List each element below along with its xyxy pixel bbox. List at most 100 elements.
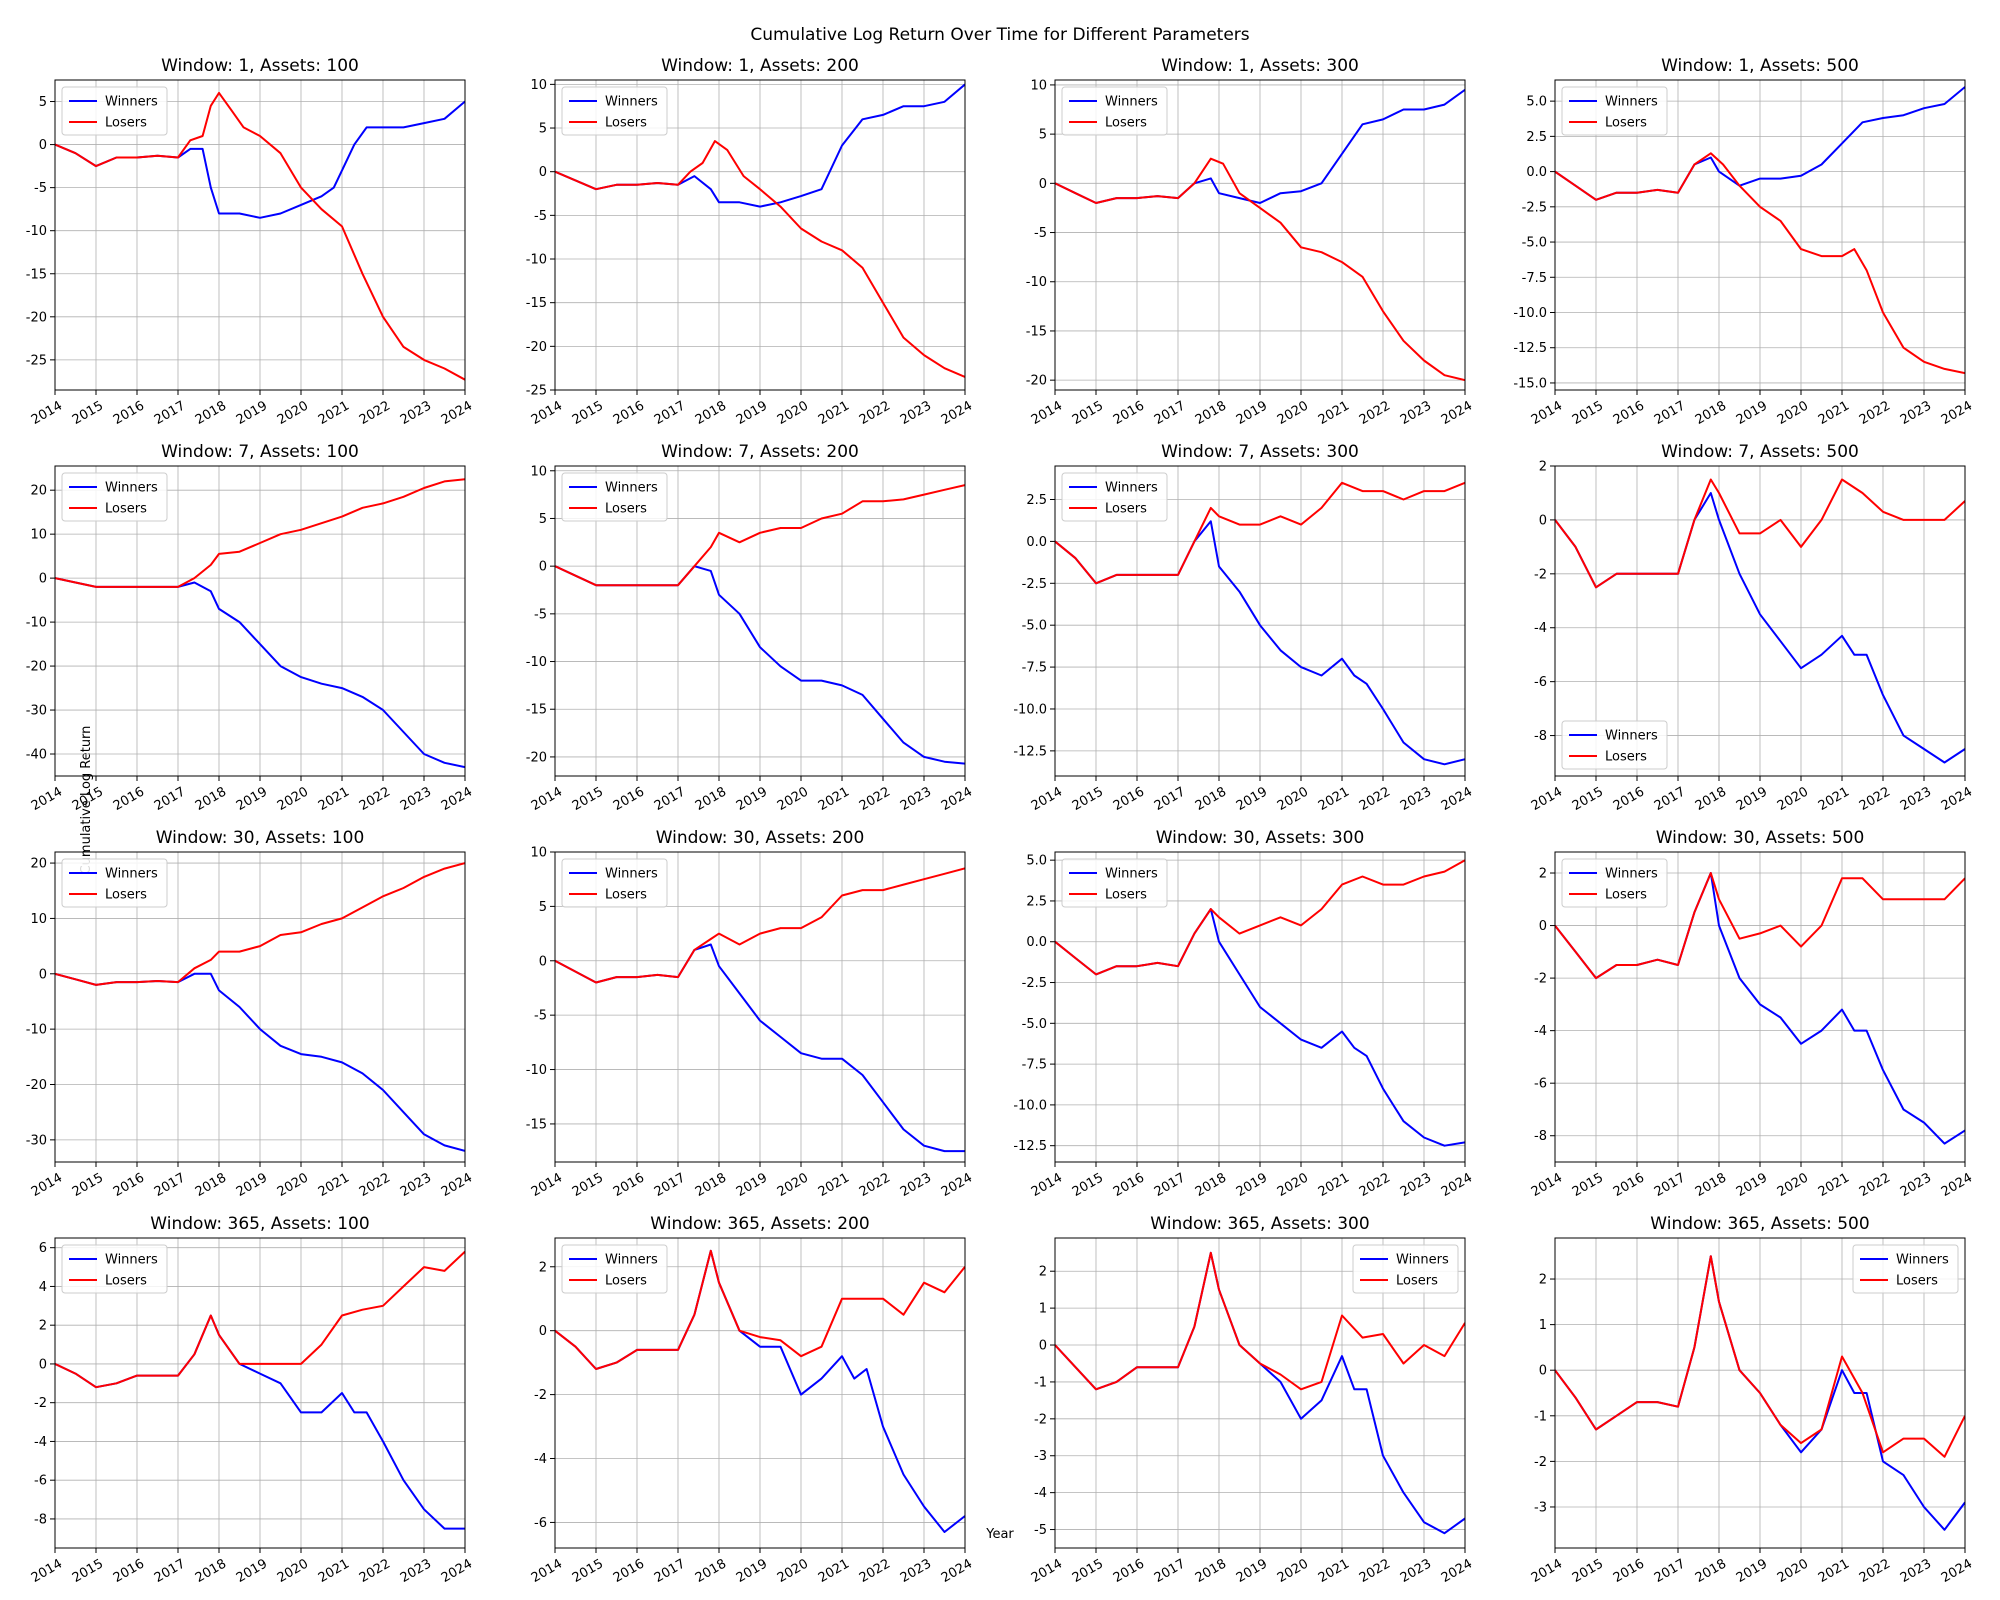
y-tick-label: -2.5	[1022, 976, 1047, 991]
x-tick-label: 2015	[70, 1170, 106, 1200]
y-tick-label: -2	[534, 1388, 547, 1403]
x-tick-label: 2018	[693, 398, 729, 428]
x-tick-label: 2017	[152, 1170, 188, 1200]
x-tick-label: 2022	[857, 1556, 893, 1586]
x-tick-label: 2019	[1734, 1556, 1770, 1586]
x-tick-label: 2020	[775, 1170, 811, 1200]
y-tick-label: -7.5	[1022, 661, 1047, 676]
legend-label: Losers	[105, 116, 147, 131]
x-tick-label: 2014	[529, 1556, 565, 1586]
subplot-title: Window: 30, Assets: 100	[156, 828, 365, 848]
x-tick-label: 2016	[611, 1556, 647, 1586]
x-tick-label: 2020	[275, 1170, 311, 1200]
x-tick-label: 2023	[398, 1170, 434, 1200]
legend-label: Losers	[1105, 116, 1147, 131]
y-tick-label: 0	[539, 954, 547, 969]
x-tick-label: 2014	[1529, 1170, 1565, 1200]
legend: Winners Losers	[1061, 472, 1168, 522]
y-tick-label: -10	[26, 1023, 47, 1038]
y-tick-label: -10	[526, 1063, 547, 1078]
legend-label: Winners	[1105, 867, 1158, 882]
x-tick-label: 2017	[1152, 398, 1188, 428]
plot-frame	[1554, 1237, 1966, 1549]
subplot-title: Window: 30, Assets: 500	[1656, 828, 1865, 848]
x-tick-label: 2018	[193, 1556, 229, 1586]
x-tick-label: 2024	[939, 784, 975, 814]
series-line-losers	[555, 1249, 965, 1370]
x-tick-label: 2015	[1070, 1170, 1106, 1200]
x-tick-label: 2023	[1898, 1556, 1934, 1586]
legend: Winners Losers	[1561, 86, 1668, 136]
y-tick-label: -20	[1026, 374, 1047, 389]
x-tick-label: 2016	[111, 1556, 147, 1586]
legend-label: Losers	[1605, 750, 1647, 765]
legend-label: Winners	[105, 1253, 158, 1268]
x-tick-label: 2022	[357, 784, 393, 814]
legend: Winners Losers	[1352, 1244, 1459, 1294]
x-tick-label: 2022	[1357, 398, 1393, 428]
x-tick-label: 2015	[570, 398, 606, 428]
y-tick-label: -3	[1034, 1449, 1047, 1464]
y-tick-label: -6	[34, 1474, 47, 1489]
y-tick-label: -10	[1026, 275, 1047, 290]
x-tick-label: 2022	[1857, 1556, 1893, 1586]
legend: Winners Losers	[561, 472, 668, 522]
y-tick-label: 0.0	[1026, 535, 1047, 550]
x-tick-label: 2015	[1570, 784, 1606, 814]
y-tick-label: 0	[539, 560, 547, 575]
x-tick-label: 2024	[939, 398, 975, 428]
x-tick-label: 2016	[111, 1170, 147, 1200]
x-tick-label: 2014	[1529, 1556, 1565, 1586]
x-tick-label: 2017	[652, 1556, 688, 1586]
y-tick-label: -2	[1534, 567, 1547, 582]
y-tick-label: -12.5	[1513, 341, 1547, 356]
x-tick-label: 2018	[693, 1170, 729, 1200]
x-tick-label: 2015	[1570, 1170, 1606, 1200]
x-tick-label: 2016	[1611, 1170, 1647, 1200]
x-tick-label: 2024	[1439, 784, 1475, 814]
x-tick-label: 2019	[1234, 1556, 1270, 1586]
x-tick-label: 2018	[1193, 784, 1229, 814]
legend: Winners Losers	[1852, 1244, 1959, 1294]
x-tick-label: 2017	[152, 398, 188, 428]
x-tick-label: 2022	[357, 398, 393, 428]
y-tick-label: -1	[1534, 1409, 1547, 1424]
legend: Winners Losers	[61, 86, 168, 136]
y-tick-label: 20	[30, 857, 47, 872]
y-tick-label: -2	[34, 1396, 47, 1411]
legend-label: Losers	[105, 888, 147, 903]
plot-frame	[554, 79, 966, 391]
legend: Winners Losers	[61, 858, 168, 908]
x-tick-label: 2019	[234, 784, 270, 814]
plot-frame	[1054, 851, 1466, 1163]
y-tick-label: -10.0	[1513, 306, 1547, 321]
y-tick-label: 2	[539, 1260, 547, 1275]
y-tick-label: -15	[526, 703, 547, 718]
series-line-losers	[55, 1250, 465, 1389]
x-tick-label: 2017	[652, 1170, 688, 1200]
series-line-losers	[555, 867, 965, 984]
y-tick-label: 0	[1039, 1339, 1047, 1354]
x-tick-label: 2014	[29, 398, 65, 428]
y-tick-label: 2.5	[1026, 493, 1047, 508]
legend-label: Winners	[105, 95, 158, 110]
y-tick-label: 2	[1539, 867, 1547, 882]
x-tick-label: 2016	[111, 784, 147, 814]
x-tick-label: 2018	[1693, 1170, 1729, 1200]
legend: Winners Losers	[1561, 720, 1668, 770]
x-tick-label: 2024	[1939, 1556, 1975, 1586]
y-tick-label: -4	[534, 1452, 547, 1467]
subplot-15: Window: 365, Assets: 300 2014 2015 2016 2017…	[1029, 1214, 1475, 1586]
x-tick-label: 2021	[316, 1556, 352, 1586]
y-tick-label: -30	[26, 704, 47, 719]
subplot-13: Window: 365, Assets: 100 2014 2015 2016 2017…	[29, 1214, 475, 1586]
y-tick-label: -2	[1534, 972, 1547, 987]
y-tick-label: 0	[539, 165, 547, 180]
series-line-losers	[555, 484, 965, 587]
y-tick-label: 2.5	[1526, 130, 1547, 145]
x-tick-label: 2019	[1234, 398, 1270, 428]
